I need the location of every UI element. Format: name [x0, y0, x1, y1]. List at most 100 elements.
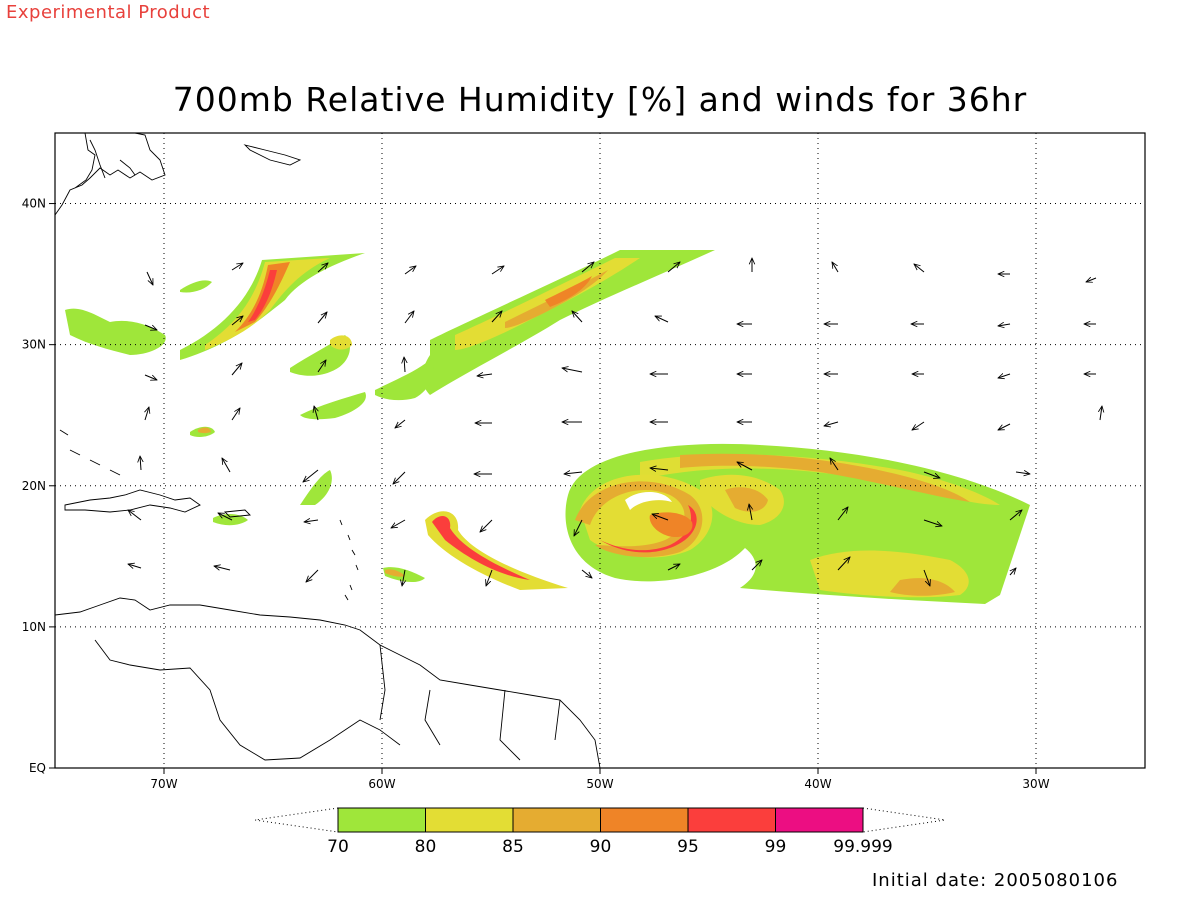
wind-arrow	[1086, 278, 1097, 282]
wind-arrow	[317, 263, 328, 273]
map-title: 700mb Relative Humidity [%] and winds fo…	[172, 80, 1028, 119]
wind-arrow	[144, 374, 157, 380]
tick-label-lon: 60W	[368, 777, 395, 791]
wind-arrow	[317, 360, 326, 373]
wind-arrow	[404, 357, 405, 373]
coastline-north-america	[55, 133, 166, 216]
wind-arrow	[564, 472, 583, 474]
wind-arrow	[395, 419, 406, 428]
colorbar-swatch	[425, 807, 514, 833]
wind-arrow	[830, 458, 839, 471]
colorbar-label: 99	[765, 837, 787, 857]
wind-arrow	[923, 471, 940, 478]
wind-arrow	[480, 519, 493, 532]
wind-arrow	[404, 266, 416, 275]
humidity-region-patch	[300, 470, 332, 505]
wind-arrow	[837, 557, 850, 571]
humidity-region-frontal-band	[545, 276, 592, 307]
wind-arrow	[667, 564, 680, 571]
wind-arrow	[304, 520, 319, 522]
tick-label-lat: EQ	[29, 761, 46, 775]
wind-arrow	[391, 519, 406, 528]
wind-arrow	[581, 569, 592, 578]
tick-label-lat: 40N	[22, 197, 46, 211]
wind-arrow	[1010, 568, 1016, 576]
initial-date: Initial date: 2005080106	[872, 870, 1119, 891]
wind-arrow	[923, 519, 942, 526]
wind-arrow	[477, 374, 493, 376]
tick-label-lon: 40W	[804, 777, 831, 791]
tick-label-lon: 50W	[586, 777, 613, 791]
wind-arrow	[306, 569, 319, 582]
coastline-maine	[89, 139, 136, 179]
wind-arrow	[486, 569, 493, 586]
wind-arrow	[128, 564, 142, 568]
axes: 70W 60W 50W 40W 30W EQ 10N 20N 30N 40N	[22, 197, 1050, 791]
humidity-region-storm-band	[680, 453, 970, 502]
wind-arrow	[214, 566, 231, 570]
wind-arrow	[317, 312, 327, 324]
coastline-venezuela-inland	[94, 639, 401, 761]
wind-arrow	[144, 324, 157, 330]
wind-arrow	[491, 266, 504, 275]
coastline-south-america	[55, 597, 601, 768]
colorbar-swatch	[687, 807, 776, 833]
colorbar-label: 80	[415, 837, 437, 857]
wind-arrow	[574, 519, 583, 536]
wind-arrow	[914, 264, 925, 273]
wind-arrow	[404, 311, 414, 324]
colorbar-swatch	[337, 807, 426, 833]
coastline-bahamas	[59, 429, 121, 476]
wind-arrow	[832, 262, 839, 273]
humidity-region-patch	[198, 427, 211, 434]
colorbar: 70 80 85 90 95 99 99.999	[254, 807, 946, 857]
colorbar-label: 85	[502, 837, 524, 857]
colorbar-left-extension	[254, 807, 339, 833]
colorbar-swatch	[775, 807, 864, 833]
coastline-puerto-rico	[224, 509, 251, 518]
humidity-region-storm-south	[890, 578, 955, 596]
wind-arrow	[998, 374, 1011, 378]
wind-arrow	[222, 458, 231, 473]
wind-arrow	[218, 513, 233, 521]
wind-arrow	[231, 263, 243, 271]
colorbar-label: 70	[327, 837, 349, 857]
product-banner: Experimental Product	[6, 2, 211, 23]
colorbar-label: 95	[677, 837, 699, 857]
wind-arrow	[751, 560, 762, 571]
coastline-cuba-hispaniola	[64, 489, 201, 513]
coastline-lesser-antilles	[339, 519, 359, 601]
wind-arrow	[145, 407, 149, 421]
wind-arrow	[837, 507, 848, 521]
tick-label-lon: 30W	[1022, 777, 1049, 791]
humidity-region-patch	[330, 335, 352, 350]
wind-arrow	[1009, 510, 1022, 521]
wind-arrow	[303, 469, 319, 482]
humidity-region-nw-band	[248, 270, 277, 322]
wind-arrow	[314, 406, 318, 421]
tick-label-lon: 70W	[150, 777, 177, 791]
wind-arrow	[824, 422, 839, 426]
humidity-region-patch	[385, 569, 405, 577]
humidity-region-sw-band	[432, 516, 530, 580]
gridlines	[55, 133, 1145, 768]
wind-arrow	[650, 468, 669, 470]
humidity-region-patch	[180, 280, 212, 293]
colorbar-swatch	[600, 807, 689, 833]
coastline-nova-scotia	[243, 144, 302, 166]
wind-arrow	[128, 510, 142, 521]
colorbar-label: 99.999	[833, 837, 892, 857]
colorbar-right-extension	[862, 807, 946, 833]
humidity-region-frontal-band	[422, 250, 715, 395]
humidity-region-patch	[375, 360, 435, 401]
humidity-region-patch	[300, 392, 366, 420]
wind-vectors	[128, 258, 1102, 586]
wind-arrow	[562, 368, 583, 373]
wind-arrow	[1015, 472, 1030, 474]
tick-label-lat: 10N	[22, 620, 46, 634]
wind-arrow	[667, 262, 680, 273]
wind-arrow	[652, 514, 669, 521]
humidity-region-patch	[65, 308, 166, 355]
wind-arrow	[231, 363, 242, 376]
